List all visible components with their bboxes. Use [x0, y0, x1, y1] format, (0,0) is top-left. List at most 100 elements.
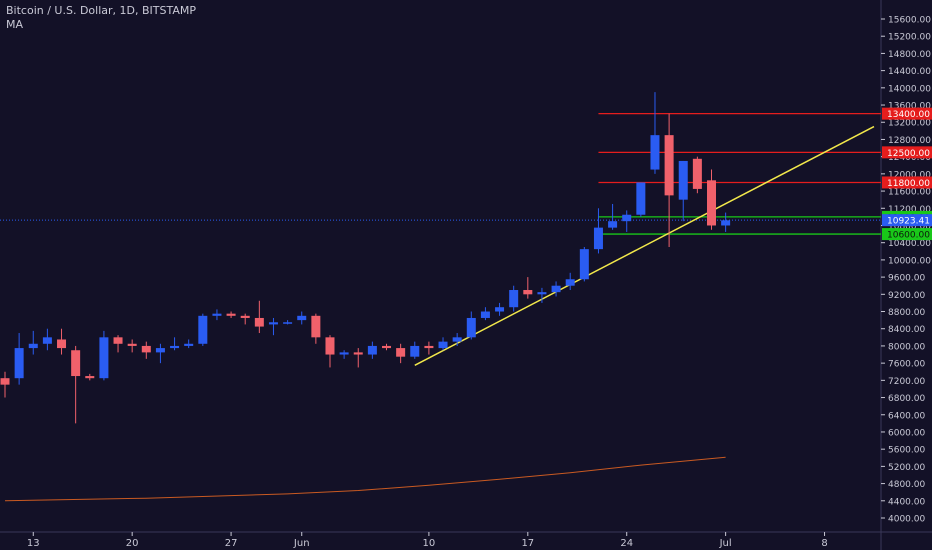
candle-up: [268, 322, 278, 325]
candle-down: [707, 180, 716, 226]
candle-down: [396, 348, 406, 357]
candle-down: [382, 345, 392, 349]
candle-up: [410, 345, 420, 357]
candle-up: [650, 135, 660, 170]
price-tick-label: 6400.00: [888, 411, 925, 421]
price-tick-label: 6800.00: [888, 394, 925, 404]
candle-up: [622, 214, 632, 222]
support-price-tag-label: 10600.00: [887, 231, 930, 241]
time-tick-label: 27: [225, 538, 238, 549]
price-tick-label: 12800.00: [888, 136, 931, 146]
price-tick-label: 14400.00: [888, 67, 931, 77]
resistance-price-tag-label: 11800.00: [887, 179, 930, 189]
candle-down: [325, 337, 335, 355]
time-tick-label: Jun: [293, 538, 310, 549]
candle-up: [551, 285, 561, 293]
candle-down: [113, 337, 123, 344]
price-tick-label: 7600.00: [888, 360, 925, 370]
candle-up: [367, 345, 377, 355]
price-tick-label: 5200.00: [888, 463, 925, 473]
candle-down: [226, 313, 236, 316]
support-price-tag: [882, 228, 932, 241]
price-tick-label: 10000.00: [888, 256, 931, 266]
candle-up: [466, 317, 476, 338]
price-tick-label: 7200.00: [888, 377, 925, 387]
candle-up: [495, 307, 505, 312]
candle-down: [692, 158, 702, 189]
candle-up: [170, 345, 180, 349]
candle-down: [0, 378, 10, 385]
candle-up: [452, 337, 462, 342]
candle-up: [212, 313, 222, 316]
last-price-tag: [882, 214, 932, 227]
resistance-price-tag-label: 13400.00: [887, 110, 930, 120]
time-tick-label: 17: [521, 538, 534, 549]
price-tick-label: 9600.00: [888, 274, 925, 284]
candle-up: [99, 337, 109, 379]
candle-down: [311, 315, 321, 338]
candle-up: [537, 292, 547, 295]
price-tick-label: 8000.00: [888, 342, 925, 352]
candle-up: [438, 341, 448, 349]
time-tick-label: 20: [126, 538, 139, 549]
indicator-label: MA: [6, 18, 24, 31]
time-tick-label: 13: [27, 538, 40, 549]
price-tick-label: 15200.00: [888, 33, 931, 43]
time-tick-label: 24: [620, 538, 633, 549]
resistance-price-tag: [882, 176, 932, 189]
price-tick-label: 5600.00: [888, 446, 925, 456]
candle-up: [593, 227, 603, 250]
candle-down: [85, 376, 95, 379]
candle-up: [283, 322, 293, 324]
candle-up: [14, 348, 24, 379]
candle-up: [297, 315, 307, 321]
price-tick-label: 6000.00: [888, 428, 925, 438]
time-tick-label: 8: [821, 538, 827, 549]
price-tick-label: 11200.00: [888, 205, 931, 215]
candle-down: [141, 345, 151, 353]
resistance-price-tag: [882, 146, 932, 159]
candle-up: [42, 337, 52, 344]
resistance-price-tag-label: 12500.00: [887, 149, 930, 159]
candle-down: [353, 352, 363, 355]
candle-up: [28, 343, 38, 349]
candle-up: [608, 221, 618, 228]
candle-up: [339, 352, 349, 355]
price-tick-label: 4000.00: [888, 515, 925, 525]
price-tick-label: 13600.00: [888, 102, 931, 112]
candle-down: [57, 339, 67, 349]
candle-down: [240, 315, 250, 318]
time-tick-label: 10: [423, 538, 436, 549]
candle-down: [523, 290, 533, 295]
price-tick-label: 10400.00: [888, 239, 931, 249]
candle-down: [664, 135, 674, 196]
candle-up: [636, 182, 646, 215]
resistance-price-tag: [882, 107, 932, 120]
price-tick-label: 8800.00: [888, 308, 925, 318]
candle-down: [254, 317, 264, 327]
price-tick-label: 13200.00: [888, 119, 931, 129]
price-tick-label: 14800.00: [888, 50, 931, 60]
trendline: [414, 125, 875, 366]
price-tick-label: 10800.00: [888, 222, 931, 232]
candle-up: [198, 315, 208, 344]
candle-up: [565, 279, 575, 286]
time-tick-label: Jul: [719, 538, 732, 549]
candle-up: [509, 290, 519, 308]
price-tick-label: 12000.00: [888, 170, 931, 180]
chart-legend: Bitcoin / U.S. Dollar, 1D, BITSTAMP MA: [6, 4, 196, 32]
candle-down: [71, 350, 81, 377]
candle-up: [678, 160, 688, 200]
price-tick-label: 14000.00: [888, 84, 931, 94]
price-tick-label: 15600.00: [888, 16, 931, 26]
candle-up: [721, 220, 731, 226]
candle-up: [480, 311, 490, 318]
candle-up: [184, 343, 194, 346]
candle-down: [424, 345, 434, 349]
price-tick-label: 11600.00: [888, 188, 931, 198]
symbol-title: Bitcoin / U.S. Dollar, 1D, BITSTAMP: [6, 4, 196, 17]
candle-down: [127, 343, 137, 346]
price-tick-label: 4400.00: [888, 497, 925, 507]
